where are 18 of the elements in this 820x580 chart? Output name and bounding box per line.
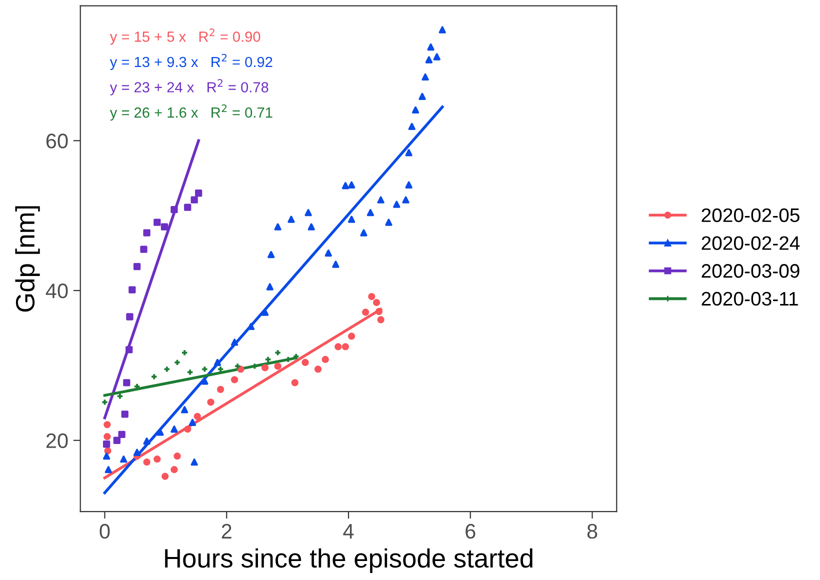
y-tick-label: 20 — [46, 433, 68, 448]
x-axis-title: Hours since the episode started — [165, 548, 532, 573]
legend-label: 2020-03-11 — [702, 292, 798, 306]
annotation: y = 13 + 9.3 x R$^{2}$ = 0.92 — [110, 54, 272, 70]
y-tick-label: 40 — [46, 284, 68, 298]
annotation: y = 26 + 1.6 x R$^{2}$ = 0.71 — [110, 104, 272, 121]
x-tick-label: 8 — [587, 524, 598, 539]
annotation: y = 23 + 24 x R$^{2}$ = 0.78 — [110, 79, 268, 96]
legend-label: 2020-02-24 — [702, 236, 800, 250]
y-tick-label: 60 — [46, 134, 68, 148]
legend-label: 2020-02-05 — [702, 208, 800, 222]
x-tick-label: 6 — [466, 524, 476, 539]
x-tick-label: 0 — [100, 524, 110, 539]
legend-label: 2020-03-09 — [702, 264, 800, 278]
x-tick-label: 4 — [343, 524, 354, 538]
x-tick-label: 2 — [222, 524, 232, 538]
annotation: y = 15 + 5 x R$^{2}$ = 0.90 — [110, 28, 260, 45]
y-axis-title: Gdp [nm] — [15, 206, 40, 312]
